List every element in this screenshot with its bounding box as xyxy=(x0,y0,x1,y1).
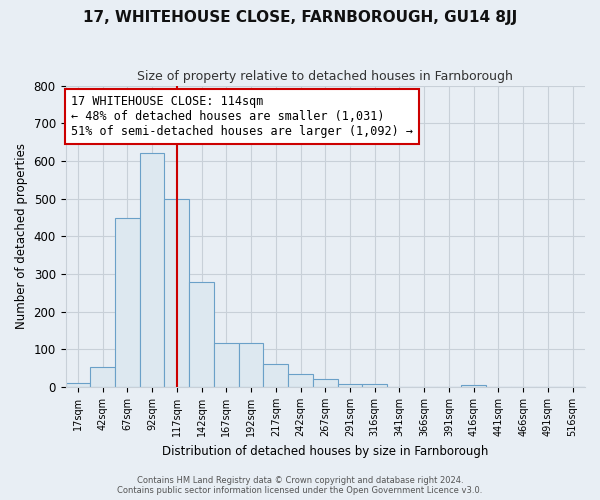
Bar xyxy=(338,384,362,387)
Bar xyxy=(140,154,164,387)
Bar xyxy=(313,379,338,387)
Bar xyxy=(461,385,486,387)
Bar xyxy=(263,364,288,387)
Bar xyxy=(115,218,140,387)
Bar xyxy=(90,368,115,387)
Bar xyxy=(362,384,387,387)
Bar xyxy=(288,374,313,387)
Y-axis label: Number of detached properties: Number of detached properties xyxy=(15,144,28,330)
Bar xyxy=(164,198,189,387)
Title: Size of property relative to detached houses in Farnborough: Size of property relative to detached ho… xyxy=(137,70,513,83)
X-axis label: Distribution of detached houses by size in Farnborough: Distribution of detached houses by size … xyxy=(162,444,488,458)
Bar xyxy=(189,282,214,387)
Bar xyxy=(65,384,90,387)
Bar xyxy=(214,342,239,387)
Text: 17 WHITEHOUSE CLOSE: 114sqm
← 48% of detached houses are smaller (1,031)
51% of : 17 WHITEHOUSE CLOSE: 114sqm ← 48% of det… xyxy=(71,94,413,138)
Text: 17, WHITEHOUSE CLOSE, FARNBOROUGH, GU14 8JJ: 17, WHITEHOUSE CLOSE, FARNBOROUGH, GU14 … xyxy=(83,10,517,25)
Text: Contains HM Land Registry data © Crown copyright and database right 2024.
Contai: Contains HM Land Registry data © Crown c… xyxy=(118,476,482,495)
Bar xyxy=(239,342,263,387)
